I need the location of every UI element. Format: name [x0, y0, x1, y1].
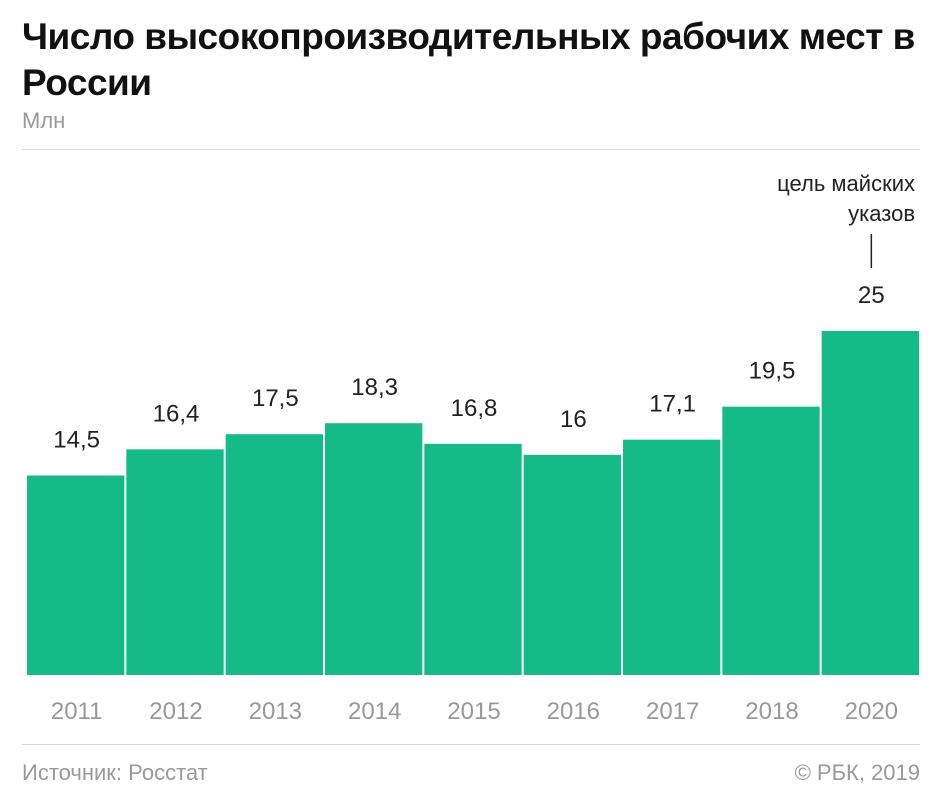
bar-2020: [821, 331, 919, 675]
value-label-2011: 14,5: [53, 426, 100, 453]
source-note: Источник: Росстат: [22, 760, 208, 785]
x-tick-2018: 2018: [745, 698, 798, 725]
x-tick-2015: 2015: [447, 698, 500, 725]
top-divider: [22, 149, 920, 150]
bar-2012: [126, 449, 224, 675]
chart-title: Число высокопроизводительных рабочих мес…: [22, 16, 915, 103]
value-label-2018: 19,5: [749, 358, 796, 385]
bar-2015: [424, 443, 522, 675]
value-label-2016: 16: [560, 406, 587, 433]
bottom-divider: [22, 744, 920, 745]
unit-label: Млн: [22, 108, 66, 133]
bar-2016: [523, 454, 621, 675]
x-tick-2020: 2020: [845, 698, 898, 725]
annotation-line: цель майских: [777, 171, 915, 196]
value-label-2015: 16,8: [451, 395, 498, 422]
copyright: © РБК, 2019: [794, 760, 920, 785]
value-label-2013: 17,5: [252, 385, 299, 412]
value-label-2012: 16,4: [153, 400, 200, 427]
x-tick-2017: 2017: [646, 698, 699, 725]
x-tick-2014: 2014: [348, 698, 401, 725]
bar-2014: [325, 423, 423, 675]
x-tick-2011: 2011: [51, 698, 103, 725]
x-tick-2016: 2016: [547, 698, 600, 725]
bar-2013: [225, 434, 323, 675]
bar-2018: [722, 406, 820, 675]
value-label-2017: 17,1: [649, 391, 696, 418]
annotation-line: указов: [848, 201, 915, 226]
x-tick-2012: 2012: [149, 698, 202, 725]
value-label-2014: 18,3: [351, 374, 398, 401]
bar-2011: [27, 475, 125, 675]
value-label-2020: 25: [858, 282, 885, 309]
bar-2017: [623, 439, 721, 675]
x-tick-2013: 2013: [249, 698, 302, 725]
